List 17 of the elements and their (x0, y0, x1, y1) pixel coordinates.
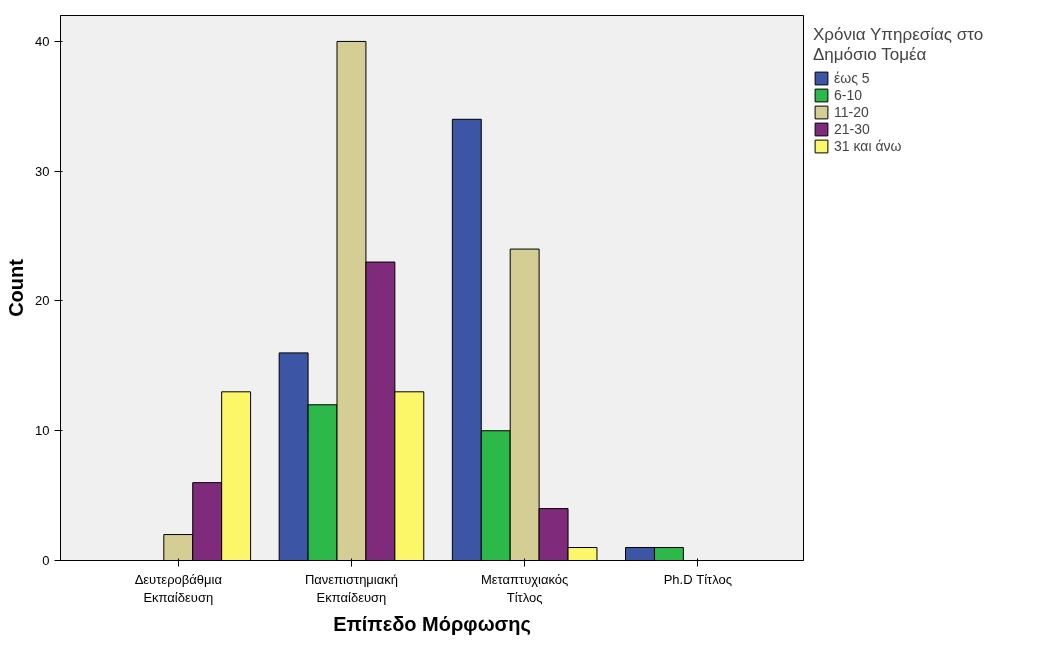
legend-label: 11-20 (834, 104, 869, 120)
x-tick-label: Ph.D Τίτλος (663, 571, 732, 587)
y-tick-label: 0 (42, 553, 50, 568)
legend-label: έως 5 (834, 70, 870, 86)
x-tick-label: Μεταπτυχιακός Τίτλος (480, 571, 569, 605)
legend-title: Χρόνια Υπηρεσίας στο Δημόσιο Τομέα (813, 25, 984, 65)
legend-label: 21-30 (834, 121, 870, 137)
x-tick-label: Πανεπιστημιακή Εκπαίδευση (304, 571, 399, 605)
y-tick-label: 40 (35, 33, 50, 49)
y-tick-label: 30 (35, 163, 50, 179)
legend-label: 31 και άνω (834, 138, 902, 154)
legend-label: 6-10 (834, 87, 863, 103)
x-tick-label: Δευτεροβάθμια Εκπαίδευση (134, 571, 223, 605)
y-axis-title: Count (5, 258, 28, 317)
y-tick-label: 20 (35, 293, 50, 309)
y-tick-label: 10 (35, 423, 50, 439)
x-axis-title: Επίπεδο Μόρφωσης (333, 612, 531, 635)
